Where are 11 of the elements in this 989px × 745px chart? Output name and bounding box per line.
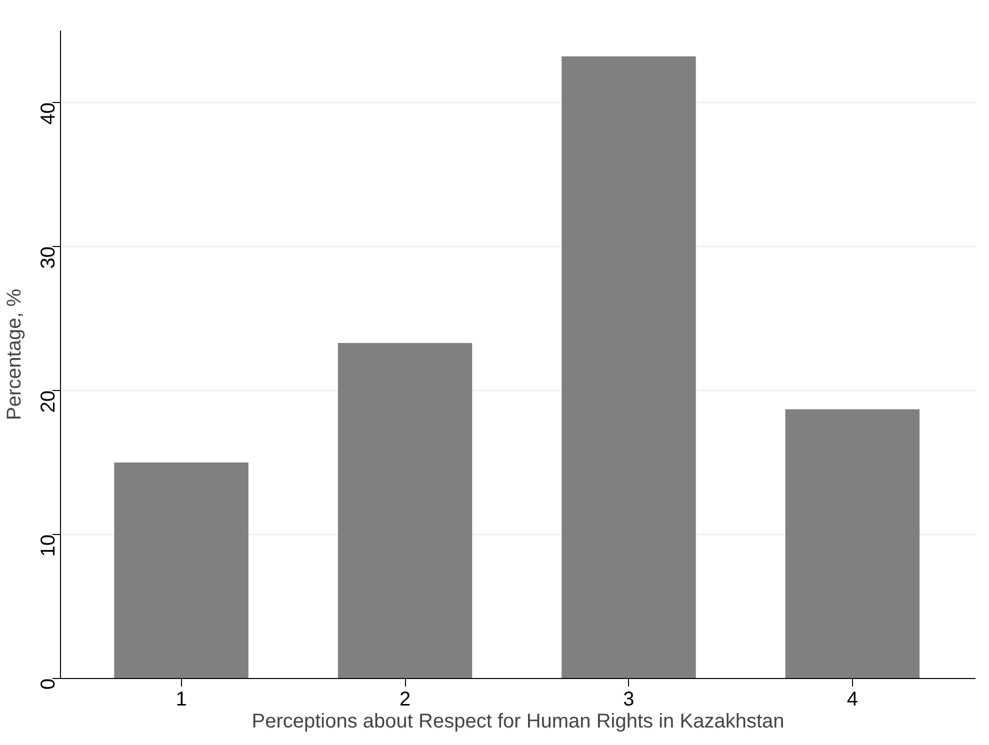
x-tick-label: 3 [623, 688, 634, 710]
y-tick-label: 30 [38, 246, 60, 269]
x-tick-label: 4 [846, 688, 858, 710]
y-tick-label: 10 [38, 534, 60, 557]
x-tick-label: 1 [176, 688, 187, 710]
x-tick-label: 2 [399, 688, 411, 710]
y-tick-label: 0 [38, 678, 60, 690]
y-tick-label: 20 [38, 390, 60, 413]
x-axis-title: Perceptions about Respect for Human Rights in Kazakhstan [252, 710, 784, 732]
y-tick-label: 40 [38, 102, 60, 125]
y-axis-title: Percentage, % [4, 288, 26, 420]
